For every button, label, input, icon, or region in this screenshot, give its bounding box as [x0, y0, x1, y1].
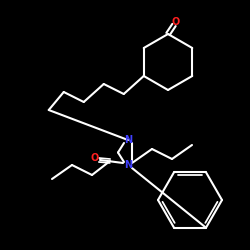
Text: N: N	[124, 135, 132, 145]
Text: O: O	[172, 17, 180, 27]
Text: O: O	[91, 153, 99, 163]
Text: N: N	[124, 160, 132, 170]
